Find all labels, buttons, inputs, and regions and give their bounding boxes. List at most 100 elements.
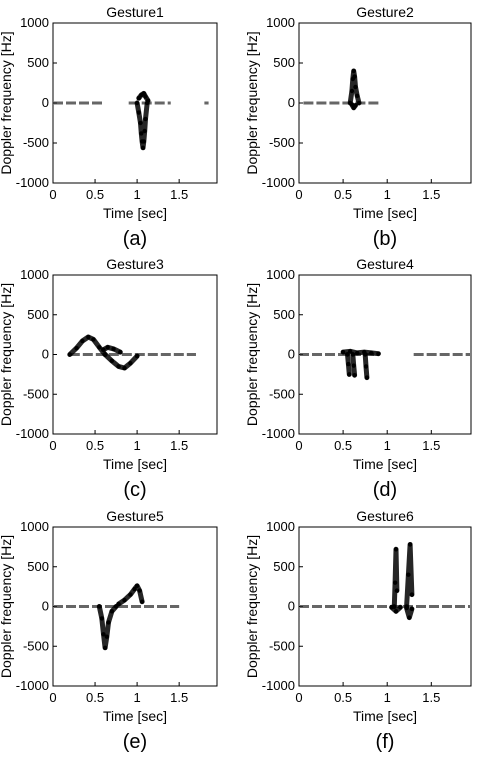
doppler-point (109, 358, 115, 364)
doppler-point (102, 645, 108, 651)
doppler-point (369, 350, 374, 356)
x-tick-label: 0.5 (86, 438, 104, 453)
x-tick-label: 0.5 (86, 690, 104, 705)
doppler-point (353, 103, 358, 108)
doppler-point (407, 615, 412, 620)
y-tick-label: 0 (288, 95, 295, 110)
y-tick-label: -1000 (262, 175, 295, 190)
doppler-trace (134, 100, 150, 151)
doppler-point (404, 605, 409, 611)
chart-title: Gesture3 (106, 256, 164, 272)
x-tick-label: 1.5 (170, 438, 188, 453)
doppler-point (67, 352, 73, 357)
panel-caption: (f) (376, 731, 395, 753)
doppler-point (138, 120, 143, 126)
doppler-point (351, 68, 356, 74)
y-tick-label: -500 (23, 638, 49, 653)
chart-title: Gesture5 (106, 508, 164, 524)
panel-caption: (b) (373, 228, 397, 250)
x-tick-label: 0 (295, 187, 302, 202)
x-tick-label: 1 (384, 438, 391, 453)
chart-title: Gesture1 (106, 4, 164, 20)
plot-area (298, 22, 472, 184)
panel-4: Gesture4 0 0.5 1 1.5 1000 500 0 -500 -1000 Time [s… (244, 256, 472, 501)
y-tick-label: 500 (27, 55, 49, 70)
x-tick-label: 0 (49, 187, 56, 202)
y-tick-label: -500 (269, 638, 295, 653)
doppler-point (389, 605, 394, 610)
doppler-point (132, 586, 137, 592)
doppler-point (99, 616, 104, 621)
doppler-point (137, 588, 142, 593)
doppler-point (349, 88, 355, 94)
y-tick-label: 500 (273, 559, 295, 574)
doppler-point (106, 620, 111, 625)
doppler-point (134, 100, 140, 106)
x-tick-label: 1.5 (170, 187, 188, 202)
doppler-point (143, 116, 148, 122)
doppler-point (406, 572, 411, 577)
doppler-point (97, 604, 102, 609)
spectrogram-data (54, 90, 209, 151)
doppler-point (105, 345, 110, 350)
spectrogram-data (67, 334, 196, 371)
doppler-point (91, 337, 96, 342)
chart-title: Gesture4 (356, 256, 414, 272)
x-tick-label: 0.5 (334, 690, 352, 705)
doppler-point (116, 364, 121, 369)
x-axis-label: Time [sec] (103, 205, 167, 221)
doppler-point (86, 334, 91, 340)
doppler-point (80, 338, 85, 344)
y-tick-label: -500 (269, 386, 295, 401)
doppler-point (352, 74, 357, 79)
x-tick-label: 1 (133, 187, 140, 202)
doppler-point (74, 345, 79, 351)
y-tick-label: -1000 (262, 678, 295, 693)
doppler-point (122, 365, 127, 371)
doppler-point (352, 372, 357, 378)
doppler-point (139, 599, 145, 604)
doppler-point (128, 592, 133, 597)
x-axis-label: Time [sec] (103, 456, 167, 472)
y-tick-label: 1000 (20, 267, 49, 282)
x-tick-label: 1.5 (170, 690, 188, 705)
panel-3: Gesture3 0 0.5 1 1.5 1000 500 0 -500 -1000 Time [s… (0, 256, 218, 501)
y-axis-label: Doppler frequency [Hz] (0, 31, 14, 174)
x-tick-label: 0 (49, 690, 56, 705)
doppler-point (134, 353, 140, 359)
doppler-point (353, 84, 358, 90)
y-axis-label: Doppler frequency [Hz] (244, 283, 260, 426)
panel-caption: (d) (373, 479, 397, 501)
y-tick-label: -1000 (16, 426, 49, 441)
doppler-point (351, 363, 356, 368)
y-axis-label: Doppler frequency [Hz] (244, 535, 260, 678)
doppler-point (364, 375, 370, 380)
doppler-point (102, 352, 108, 357)
x-tick-label: 0.5 (334, 438, 352, 453)
y-tick-label: 500 (27, 307, 49, 322)
x-tick-label: 1 (133, 690, 140, 705)
x-tick-label: 0.5 (334, 187, 352, 202)
y-tick-label: 0 (42, 95, 49, 110)
doppler-point (136, 96, 141, 101)
doppler-point (393, 609, 399, 614)
y-tick-label: -1000 (16, 678, 49, 693)
doppler-point (142, 128, 147, 134)
y-tick-label: 0 (42, 347, 49, 362)
spectrogram-data (300, 542, 470, 621)
y-tick-label: -500 (23, 135, 49, 150)
panel-caption: (a) (123, 228, 147, 250)
panel-5: Gesture5 0 0.5 1 1.5 1000 500 0 -500 -1000 Time [s… (0, 508, 218, 753)
doppler-point (134, 583, 140, 589)
doppler-point (393, 547, 399, 552)
x-axis-label: Time [sec] (353, 708, 417, 724)
doppler-trace (391, 546, 400, 609)
y-tick-label: -1000 (16, 175, 49, 190)
panel-2: Gesture2 0 0.5 1 1.5 1000 500 0 -500 -1000 Time [s… (244, 4, 472, 250)
y-tick-label: 500 (273, 55, 295, 70)
y-axis-label: Doppler frequency [Hz] (0, 283, 14, 426)
doppler-point (347, 372, 352, 377)
doppler-point (104, 634, 110, 639)
doppler-point (356, 100, 362, 106)
